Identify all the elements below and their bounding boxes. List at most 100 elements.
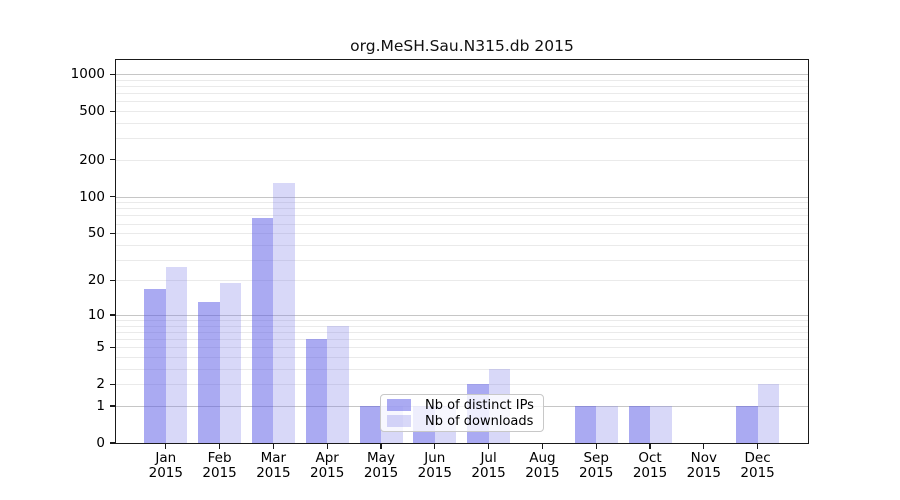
x-tick-mark-dec <box>757 444 759 449</box>
gridline-minor-90 <box>116 202 808 204</box>
y-tick-label-500: 500 <box>79 103 105 120</box>
x-tick-month-jan: Jan <box>155 450 177 466</box>
gridline-minor-3 <box>116 369 808 370</box>
legend-swatch-nb-of-distinct-ips <box>387 399 411 411</box>
y-tick-label-0: 0 <box>96 435 105 451</box>
x-tick-mark-jun <box>434 444 436 449</box>
y-tick-label-100: 100 <box>79 188 105 205</box>
x-tick-mark-feb <box>219 444 221 449</box>
y-tick-mark-1000 <box>110 73 115 75</box>
x-tick-label-dec: Dec 2015 <box>728 450 788 481</box>
x-tick-label-apr: Apr 2015 <box>297 450 357 481</box>
x-tick-mark-may <box>380 444 382 449</box>
gridline-minor-20 <box>116 280 808 282</box>
y-tick-mark-5 <box>110 346 115 348</box>
gridline-major-1000 <box>116 74 808 76</box>
gridline-minor-70 <box>116 215 808 217</box>
gridline-minor-4 <box>116 357 808 359</box>
x-tick-year-jul: 2015 <box>471 464 506 481</box>
x-tick-label-sep: Sep 2015 <box>566 450 626 481</box>
x-tick-year-feb: 2015 <box>202 464 237 481</box>
gridline-minor-60 <box>116 223 808 225</box>
bar-nb-of-distinct-ips-jan <box>144 288 166 443</box>
x-tick-month-apr: Apr <box>315 450 339 466</box>
bar-nb-of-distinct-ips-apr <box>305 339 328 443</box>
x-tick-month-jul: Jul <box>480 450 497 466</box>
y-tick-mark-50 <box>110 232 115 234</box>
x-tick-month-feb: Feb <box>207 450 232 466</box>
x-tick-year-may: 2015 <box>363 464 399 481</box>
y-tick-mark-10 <box>110 314 115 316</box>
x-tick-mark-nov <box>703 444 705 449</box>
gridline-minor-600 <box>116 101 808 103</box>
gridline-minor-700 <box>116 93 808 95</box>
legend-item-nb-of-distinct-ips: Nb of distinct IPs <box>387 398 543 413</box>
y-tick-mark-2 <box>110 383 115 385</box>
x-tick-mark-oct <box>649 444 651 449</box>
y-tick-mark-1 <box>110 405 115 407</box>
x-tick-year-oct: 2015 <box>632 464 668 481</box>
bar-nb-of-distinct-ips-dec <box>736 406 758 443</box>
plot-area: Nb of distinct IPs Nb of downloads <box>115 59 809 444</box>
y-tick-mark-100 <box>110 196 115 198</box>
bar-nb-of-distinct-ips-may <box>359 406 381 443</box>
x-tick-label-jan: Jan 2015 <box>136 450 196 481</box>
gridline-minor-6 <box>116 339 808 341</box>
legend-label-nb-of-distinct-ips: Nb of distinct IPs <box>425 397 534 413</box>
bar-nb-of-downloads-oct <box>650 406 672 443</box>
gridline-minor-50 <box>116 233 808 235</box>
x-tick-year-nov: 2015 <box>686 464 721 481</box>
bar-nb-of-downloads-jan <box>165 267 188 443</box>
x-tick-mark-sep <box>595 444 597 449</box>
gridline-minor-40 <box>116 244 808 246</box>
y-tick-label-1000: 1000 <box>70 66 105 83</box>
x-tick-month-aug: Aug <box>529 450 556 466</box>
gridline-minor-400 <box>116 123 808 125</box>
y-tick-label-50: 50 <box>87 225 105 242</box>
legend-swatch-nb-of-downloads <box>387 415 411 427</box>
y-tick-mark-500 <box>110 110 115 112</box>
bar-nb-of-distinct-ips-mar <box>251 217 274 443</box>
y-tick-mark-20 <box>110 279 115 282</box>
gridline-minor-80 <box>116 208 808 210</box>
bar-nb-of-distinct-ips-oct <box>628 406 650 443</box>
x-tick-month-dec: Dec <box>744 450 771 466</box>
x-tick-year-dec: 2015 <box>740 464 775 481</box>
legend: Nb of distinct IPs Nb of downloads <box>380 394 544 432</box>
x-tick-mark-apr <box>326 444 328 449</box>
gridline-major-10 <box>116 315 808 316</box>
x-tick-mark-aug <box>541 444 543 449</box>
x-tick-mark-jul <box>488 444 490 449</box>
legend-item-nb-of-downloads: Nb of downloads <box>387 414 543 429</box>
x-tick-month-mar: Mar <box>260 450 287 466</box>
x-tick-month-sep: Sep <box>583 450 609 466</box>
bar-nb-of-downloads-apr <box>327 325 349 443</box>
x-tick-label-aug: Aug 2015 <box>512 450 572 481</box>
gridline-minor-9 <box>116 320 808 322</box>
x-tick-year-aug: 2015 <box>525 464 560 481</box>
gridline-minor-8 <box>116 325 808 327</box>
x-tick-mark-mar <box>272 444 274 449</box>
x-tick-year-jun: 2015 <box>417 464 452 481</box>
y-tick-label-20: 20 <box>87 272 105 289</box>
bar-nb-of-downloads-sep <box>596 406 618 443</box>
x-tick-year-mar: 2015 <box>256 464 291 481</box>
x-tick-label-mar: Mar 2015 <box>243 450 303 481</box>
x-tick-label-may: May 2015 <box>351 451 411 481</box>
x-tick-month-oct: Oct <box>638 450 662 466</box>
gridline-minor-30 <box>116 259 808 261</box>
x-tick-mark-jan <box>165 444 167 449</box>
chart-title: org.MeSH.Sau.N315.db 2015 <box>350 37 574 55</box>
gridline-minor-500 <box>116 111 808 113</box>
bar-nb-of-downloads-mar <box>273 183 295 443</box>
gridline-minor-900 <box>116 79 808 81</box>
legend-label-nb-of-downloads: Nb of downloads <box>425 413 534 429</box>
gridline-major-100 <box>116 196 808 198</box>
bar-nb-of-distinct-ips-sep <box>574 406 597 443</box>
bar-nb-of-distinct-ips-feb <box>198 302 220 443</box>
x-tick-year-apr: 2015 <box>310 464 345 481</box>
x-tick-month-nov: Nov <box>690 450 717 466</box>
y-tick-label-1: 1 <box>96 398 105 414</box>
x-tick-label-jul: Jul 2015 <box>459 450 519 481</box>
